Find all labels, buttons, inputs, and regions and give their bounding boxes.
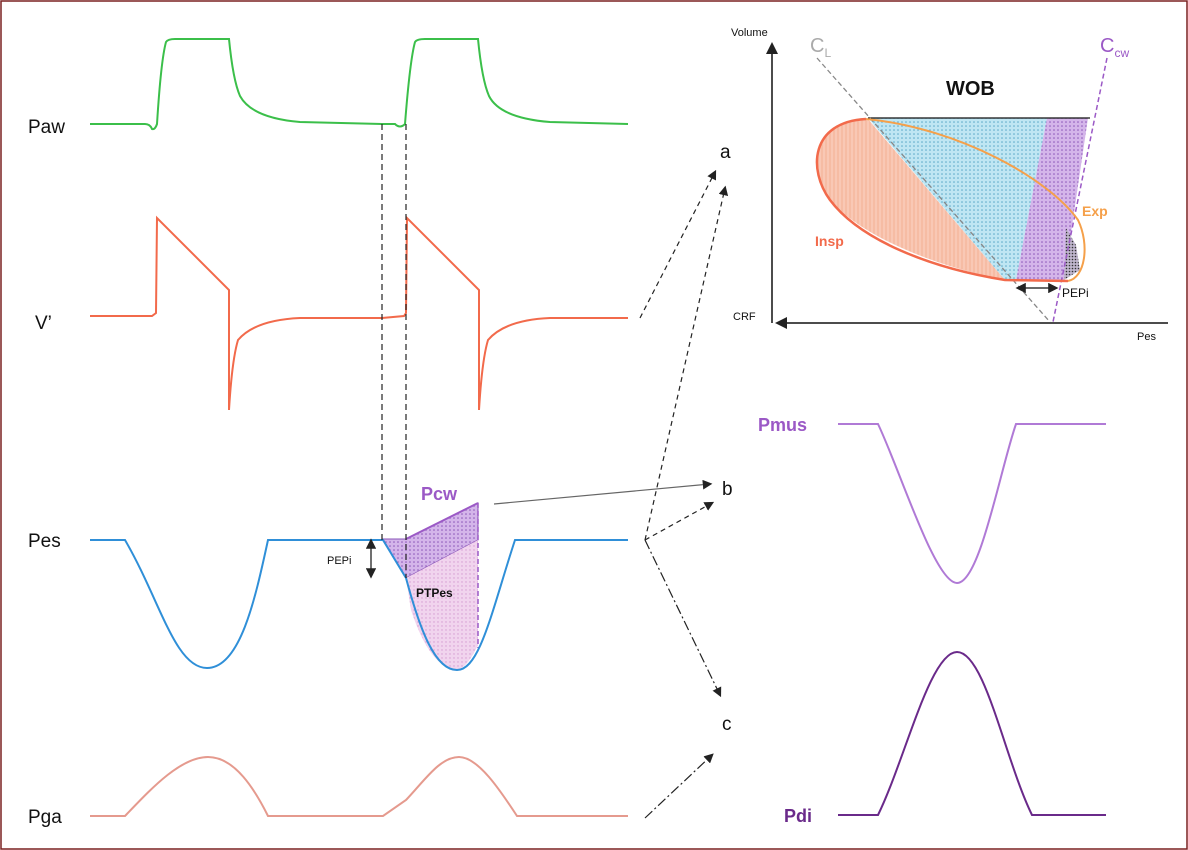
marker-c: c — [722, 714, 732, 735]
loop-pepi-label: PEPi — [1062, 286, 1089, 300]
pga-trace — [90, 755, 628, 817]
label-pmus: Pmus — [758, 415, 807, 435]
cl-label: CL — [810, 35, 831, 60]
loop-y-axis-label: Volume — [731, 27, 768, 39]
pes-trace — [90, 539, 628, 672]
label-paw: Paw — [28, 117, 65, 138]
cl-line — [816, 57, 1051, 323]
exp-label: Exp — [1082, 203, 1108, 219]
pdi-trace — [838, 650, 1106, 816]
ptpes-shaded-area — [406, 540, 478, 670]
label-pdi: Pdi — [784, 806, 812, 826]
pepi-dark-area — [1064, 228, 1080, 280]
arrow-pes-to-a — [644, 185, 729, 541]
ccw-label: Ccw — [1100, 35, 1129, 60]
insp-loop — [815, 117, 1069, 283]
label-flow: V’ — [35, 313, 52, 334]
marker-a: a — [720, 142, 731, 163]
ccw-line — [1052, 57, 1108, 323]
arrow-pes-to-b — [644, 501, 715, 541]
ptpes-label: PTPes — [416, 586, 453, 600]
insp-label: Insp — [815, 233, 844, 249]
label-pes: Pes — [28, 531, 61, 552]
insp-shaded-area — [817, 119, 1005, 280]
pmus-trace — [838, 423, 1106, 585]
arrow-pes-to-c — [644, 539, 722, 698]
arrow-pga-to-c — [644, 753, 714, 819]
arrow-flow-to-a — [639, 169, 717, 319]
marker-b: b — [722, 479, 733, 500]
label-pga: Pga — [28, 807, 62, 828]
loop-origin-label: CRF — [733, 311, 756, 323]
wob-title: WOB — [946, 78, 995, 100]
pepi-label: PEPi — [327, 555, 351, 567]
exp-loop — [865, 118, 1086, 282]
wob-blue-area — [868, 118, 1047, 280]
paw-trace — [90, 38, 629, 131]
loop-x-axis-label: Pes — [1137, 331, 1156, 343]
pcw-label: Pcw — [421, 484, 458, 504]
arrow-pcw-to-b — [493, 479, 713, 505]
flow-trace — [90, 215, 628, 411]
